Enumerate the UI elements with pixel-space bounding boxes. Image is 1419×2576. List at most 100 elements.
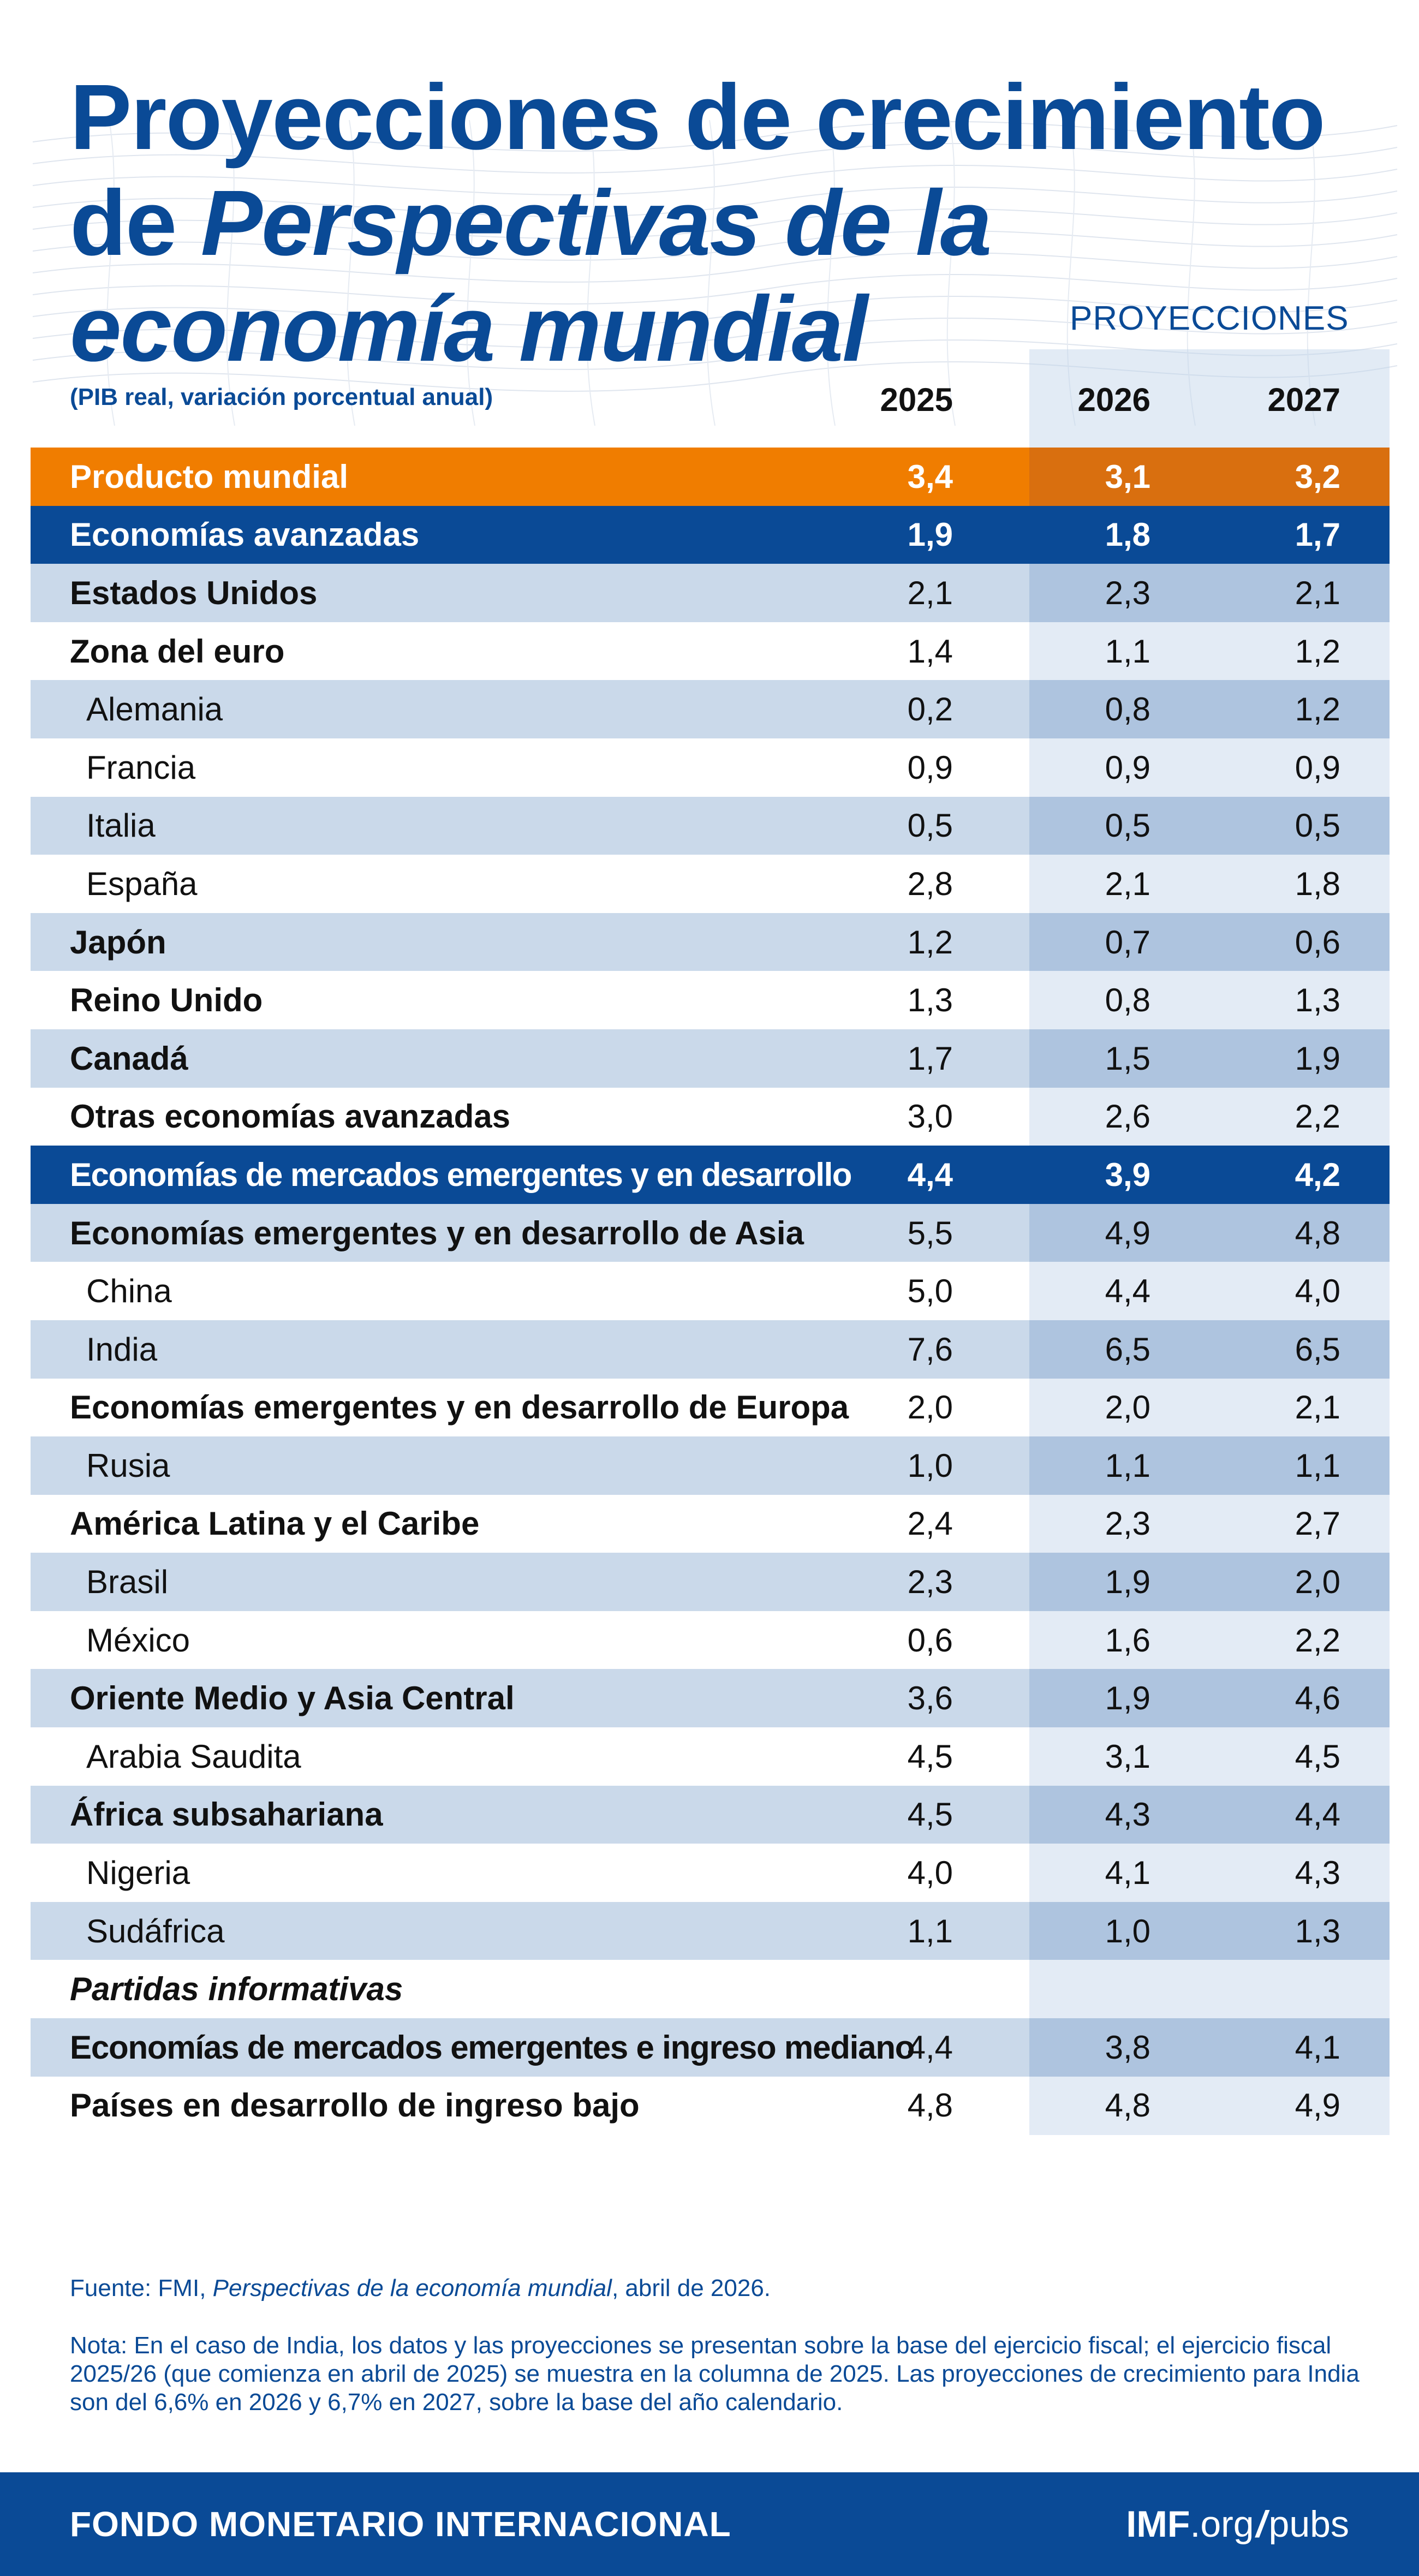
table-row: Alemania 0,2 0,8 1,2 xyxy=(31,680,1390,738)
value-2027: 1,9 xyxy=(1295,1040,1340,1077)
row-label: Nigeria xyxy=(86,1855,190,1892)
site-slash: / xyxy=(1256,2503,1267,2545)
value-2026: 2,3 xyxy=(1105,574,1150,611)
source-suffix: , abril de 2026. xyxy=(611,2275,771,2301)
value-2026: 0,7 xyxy=(1105,923,1150,961)
value-2026: 1,0 xyxy=(1105,1912,1150,1949)
projection-cell-bg xyxy=(1029,1785,1390,1844)
projection-cell-bg xyxy=(1029,1727,1390,1786)
row-label: Economías de mercados emergentes y en de… xyxy=(70,1156,852,1193)
table-row: Reino Unido 1,3 0,8 1,3 xyxy=(31,971,1390,1029)
value-2025: 5,5 xyxy=(907,1214,953,1251)
value-2026: 0,9 xyxy=(1105,749,1150,786)
value-2027: 1,7 xyxy=(1295,516,1340,553)
footnote: Nota: En el caso de India, los datos y l… xyxy=(70,2332,1360,2416)
value-2025: 4,4 xyxy=(907,1156,953,1193)
site-path: pubs xyxy=(1268,2503,1349,2545)
value-2025: 3,4 xyxy=(907,458,953,495)
site-domain: .org xyxy=(1190,2503,1254,2545)
value-2026: 4,9 xyxy=(1105,1214,1150,1251)
title-line-2-plain: de xyxy=(70,171,201,275)
projection-cell-bg xyxy=(1029,1611,1390,1669)
value-2026: 0,5 xyxy=(1105,807,1150,844)
title-line-3-italic: economía mundial xyxy=(70,277,868,381)
row-label: Japón xyxy=(70,923,166,961)
value-2027: 1,3 xyxy=(1295,982,1340,1019)
row-label: Arabia Saudita xyxy=(86,1738,301,1775)
row-label: África subsahariana xyxy=(70,1796,383,1833)
table-row: Economías de mercados emergentes e ingre… xyxy=(31,2018,1390,2077)
table-row: Canadá 1,7 1,5 1,9 xyxy=(31,1029,1390,1088)
table-row: Producto mundial 3,4 3,1 3,2 xyxy=(31,448,1390,506)
value-2026: 4,3 xyxy=(1105,1796,1150,1833)
value-2026: 4,1 xyxy=(1105,1855,1150,1892)
value-2026: 1,8 xyxy=(1105,516,1150,553)
table-row: Italia 0,5 0,5 0,5 xyxy=(31,796,1390,855)
table-row: Economías emergentes y en desarrollo de … xyxy=(31,1203,1390,1262)
source-publication: Perspectivas de la economía mundial xyxy=(212,2275,612,2301)
projection-cell-bg xyxy=(1029,1844,1390,1902)
value-2027: 4,8 xyxy=(1295,1214,1340,1251)
value-2027: 0,9 xyxy=(1295,749,1340,786)
footer-bar: FONDO MONETARIO INTERNACIONAL IMF .org / pu… xyxy=(0,2472,1419,2576)
value-2026: 4,4 xyxy=(1105,1273,1150,1310)
value-2025: 0,6 xyxy=(907,1621,953,1659)
value-2026: 1,5 xyxy=(1105,1040,1150,1077)
value-2025: 3,0 xyxy=(907,1098,953,1135)
projection-cell-bg xyxy=(1029,680,1390,738)
value-2027: 2,1 xyxy=(1295,1389,1340,1426)
value-2026: 3,1 xyxy=(1105,1738,1150,1775)
table-row: China 5,0 4,4 4,0 xyxy=(31,1262,1390,1320)
value-2026: 1,1 xyxy=(1105,1447,1150,1484)
row-label: España xyxy=(86,865,198,902)
value-2026: 1,1 xyxy=(1105,633,1150,670)
projection-cell-bg xyxy=(1029,1203,1390,1262)
value-2027: 2,0 xyxy=(1295,1564,1340,1601)
value-2025: 4,8 xyxy=(907,2087,953,2124)
imf-pubs-link[interactable]: IMF .org / pubs xyxy=(1126,2472,1349,2576)
table-row: México 0,6 1,6 2,2 xyxy=(31,1611,1390,1669)
value-2025: 3,6 xyxy=(907,1680,953,1717)
value-2026: 2,0 xyxy=(1105,1389,1150,1426)
row-label: Italia xyxy=(86,807,156,844)
table-row: Francia 0,9 0,9 0,9 xyxy=(31,738,1390,797)
value-2025: 2,0 xyxy=(907,1389,953,1426)
value-2027: 6,5 xyxy=(1295,1331,1340,1368)
value-2025: 4,5 xyxy=(907,1738,953,1775)
table-row: Países en desarrollo de ingreso bajo 4,8 4… xyxy=(31,2076,1390,2135)
value-2027: 4,4 xyxy=(1295,1796,1340,1833)
row-label: Economías emergentes y en desarrollo de … xyxy=(70,1214,804,1251)
row-label: Francia xyxy=(86,749,196,786)
table-row: Nigeria 4,0 4,1 4,3 xyxy=(31,1844,1390,1902)
value-2025: 1,7 xyxy=(907,1040,953,1077)
value-2025: 4,0 xyxy=(907,1855,953,1892)
value-2027: 1,8 xyxy=(1295,865,1340,902)
table-row: India 7,6 6,5 6,5 xyxy=(31,1320,1390,1379)
value-2027: 4,5 xyxy=(1295,1738,1340,1775)
value-2025: 1,2 xyxy=(907,923,953,961)
table-row: África subsahariana 4,5 4,3 4,4 xyxy=(31,1785,1390,1844)
projection-cell-bg xyxy=(1029,564,1390,622)
projection-cell-bg xyxy=(1029,2018,1390,2077)
row-label: Zona del euro xyxy=(70,633,285,670)
projection-cell-bg xyxy=(1029,1087,1390,1146)
value-2025: 0,2 xyxy=(907,691,953,728)
table-row: Economías avanzadas 1,9 1,8 1,7 xyxy=(31,505,1390,564)
title-line-1: Proyecciones de crecimiento xyxy=(70,65,1326,169)
table-row: Economías emergentes y en desarrollo de … xyxy=(31,1378,1390,1437)
column-header-2026: 2026 xyxy=(1077,381,1150,418)
value-2026: 0,8 xyxy=(1105,982,1150,1019)
value-2026: 1,6 xyxy=(1105,1621,1150,1659)
organization-name: FONDO MONETARIO INTERNACIONAL xyxy=(70,2505,731,2544)
value-2027: 1,1 xyxy=(1295,1447,1340,1484)
row-label: Estados Unidos xyxy=(70,574,318,611)
row-label: Sudáfrica xyxy=(86,1912,225,1949)
value-2026: 2,3 xyxy=(1105,1505,1150,1542)
row-label: Reino Unido xyxy=(70,982,263,1019)
table-row: Economías de mercados emergentes y en de… xyxy=(31,1146,1390,1204)
projection-cell-bg xyxy=(1029,1494,1390,1553)
value-2025: 0,5 xyxy=(907,807,953,844)
projection-cell-bg xyxy=(1029,855,1390,913)
projection-cell-bg xyxy=(1029,1436,1390,1495)
value-2026: 1,9 xyxy=(1105,1564,1150,1601)
